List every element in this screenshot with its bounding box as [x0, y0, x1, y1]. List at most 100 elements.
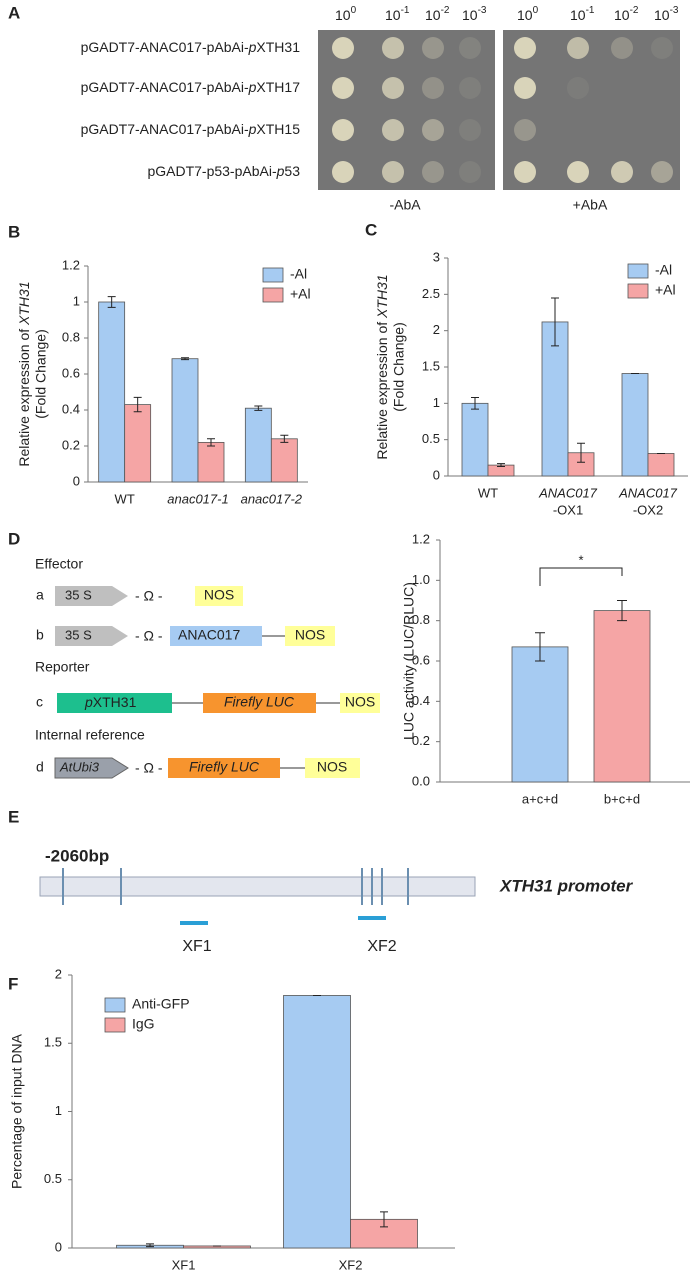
y-tick-label: 1: [55, 1103, 62, 1118]
label-part: Relative expression of: [16, 325, 32, 467]
legend-swatch: [262, 287, 284, 303]
label-part: p: [248, 121, 257, 137]
colony-spot: [651, 161, 673, 183]
colony-spot: [332, 37, 354, 59]
bar: [98, 301, 126, 483]
dilution-label: 10-2: [614, 5, 639, 23]
bar: [197, 441, 225, 483]
dilution-exponent: -2: [441, 5, 450, 16]
colony-spot: [567, 161, 589, 183]
error-bar: [207, 438, 215, 447]
bar: [124, 404, 152, 483]
y-tick-label: 0.5: [44, 1171, 62, 1186]
legend-swatch: [627, 263, 649, 279]
dilution-base: 10: [462, 7, 478, 23]
y-tick-label: 1: [433, 395, 440, 410]
bar: [593, 610, 651, 783]
dilution-label: 10-3: [654, 5, 679, 23]
y-tick-label: 1.2: [412, 531, 430, 546]
dilution-base: 10: [425, 7, 441, 23]
y-axis-label: (Fold Change): [391, 322, 407, 412]
x-tick-label: -OX1: [553, 502, 583, 517]
label-part: pGADT7-ANAC017-pAbAi-: [81, 39, 249, 55]
label-part: p: [248, 39, 257, 55]
error-bar: [146, 1243, 154, 1248]
row-letter: c: [36, 694, 43, 710]
legend-swatch: [104, 1017, 126, 1033]
strain-label: pGADT7-p53-pAbAi-p53: [147, 163, 300, 179]
panel-letter: B: [8, 222, 20, 241]
y-tick-label: 0.5: [422, 431, 440, 446]
y-tick-label: 1.2: [62, 257, 80, 272]
promoter-label: 35 S: [65, 627, 92, 642]
bar: [541, 321, 569, 477]
x-tick-label: b+c+d: [604, 791, 640, 806]
label-part: XTH17: [256, 79, 300, 95]
dilution-label: 10-1: [570, 5, 595, 23]
colony-spot: [459, 161, 481, 183]
promoter-arrow: [54, 757, 129, 779]
label-part: p: [248, 79, 257, 95]
colony-spot: [422, 77, 444, 99]
panel-letters: A B C D E F: [8, 3, 377, 993]
dilution-label: 10-1: [385, 5, 410, 23]
construct-diagram: Effector Reporter Internal reference a 3…: [35, 556, 380, 779]
y-tick-label: 2: [433, 322, 440, 337]
bar: [621, 373, 649, 477]
strain-label: pGADT7-ANAC017-pAbAi-pXTH31: [81, 39, 301, 55]
omega: - Ω -: [135, 760, 163, 776]
legend-label: -Al: [290, 266, 307, 282]
y-tick-label: 0.6: [62, 365, 80, 380]
y-axis-label: LUC activity (LUC/RLUC): [401, 582, 417, 740]
label-part: XTH15: [256, 121, 300, 137]
colony-spot: [422, 119, 444, 141]
error-bar: [181, 357, 189, 361]
colony-spot: [459, 119, 481, 141]
promoter-arrow: [55, 586, 128, 606]
plate: [503, 30, 680, 190]
label-part: pGADT7-ANAC017-pAbAi-: [81, 121, 249, 137]
y-tick-label: 0.8: [412, 612, 430, 627]
bar: [350, 1218, 418, 1249]
row-letter: a: [36, 587, 44, 603]
promoter-bar: [39, 876, 476, 897]
colony-spot: [332, 77, 354, 99]
error-bar: [551, 297, 559, 347]
colony-spot: [382, 77, 404, 99]
dilution-label: 10-3: [462, 5, 487, 23]
nos-box: [195, 586, 243, 606]
sites: [62, 868, 409, 905]
y-tick-label: 0.4: [412, 693, 430, 708]
y-tick-label: 0.2: [412, 733, 430, 748]
panel-letter: D: [8, 529, 20, 548]
x-tick-label: XF2: [339, 1257, 363, 1272]
panel-letter: C: [365, 220, 377, 239]
dilution-base: 10: [335, 7, 351, 23]
colony-spot: [382, 119, 404, 141]
colony-spot: [459, 37, 481, 59]
luc-box: [168, 758, 280, 778]
x-tick-label: XF1: [172, 1257, 196, 1272]
panel-letter: E: [8, 807, 19, 826]
dilution-label: 100: [517, 5, 539, 23]
x-tick-label: anac017-2: [241, 491, 303, 506]
legend-swatch: [262, 267, 284, 283]
legend-label: Anti-GFP: [132, 996, 190, 1012]
promoter-box: [57, 693, 172, 713]
y-axis-label: Relative expression of XTH31: [374, 274, 390, 459]
y-tick-label: 3: [433, 249, 440, 264]
label-part: XTH31: [93, 694, 137, 710]
strain-label: pGADT7-ANAC017-pAbAi-pXTH15: [81, 121, 301, 137]
colony-spot: [459, 77, 481, 99]
bar: [270, 438, 298, 483]
legend-label: +Al: [290, 286, 311, 302]
dilution-base: 10: [517, 7, 533, 23]
label-part: XTH31: [374, 274, 390, 319]
y-tick-label: 0.2: [62, 437, 80, 452]
bar: [647, 453, 675, 477]
colony-spot: [611, 37, 633, 59]
luc-box: [203, 693, 316, 713]
label-part: pGADT7-ANAC017-pAbAi-: [81, 79, 249, 95]
dilution-label: 100: [335, 5, 357, 23]
